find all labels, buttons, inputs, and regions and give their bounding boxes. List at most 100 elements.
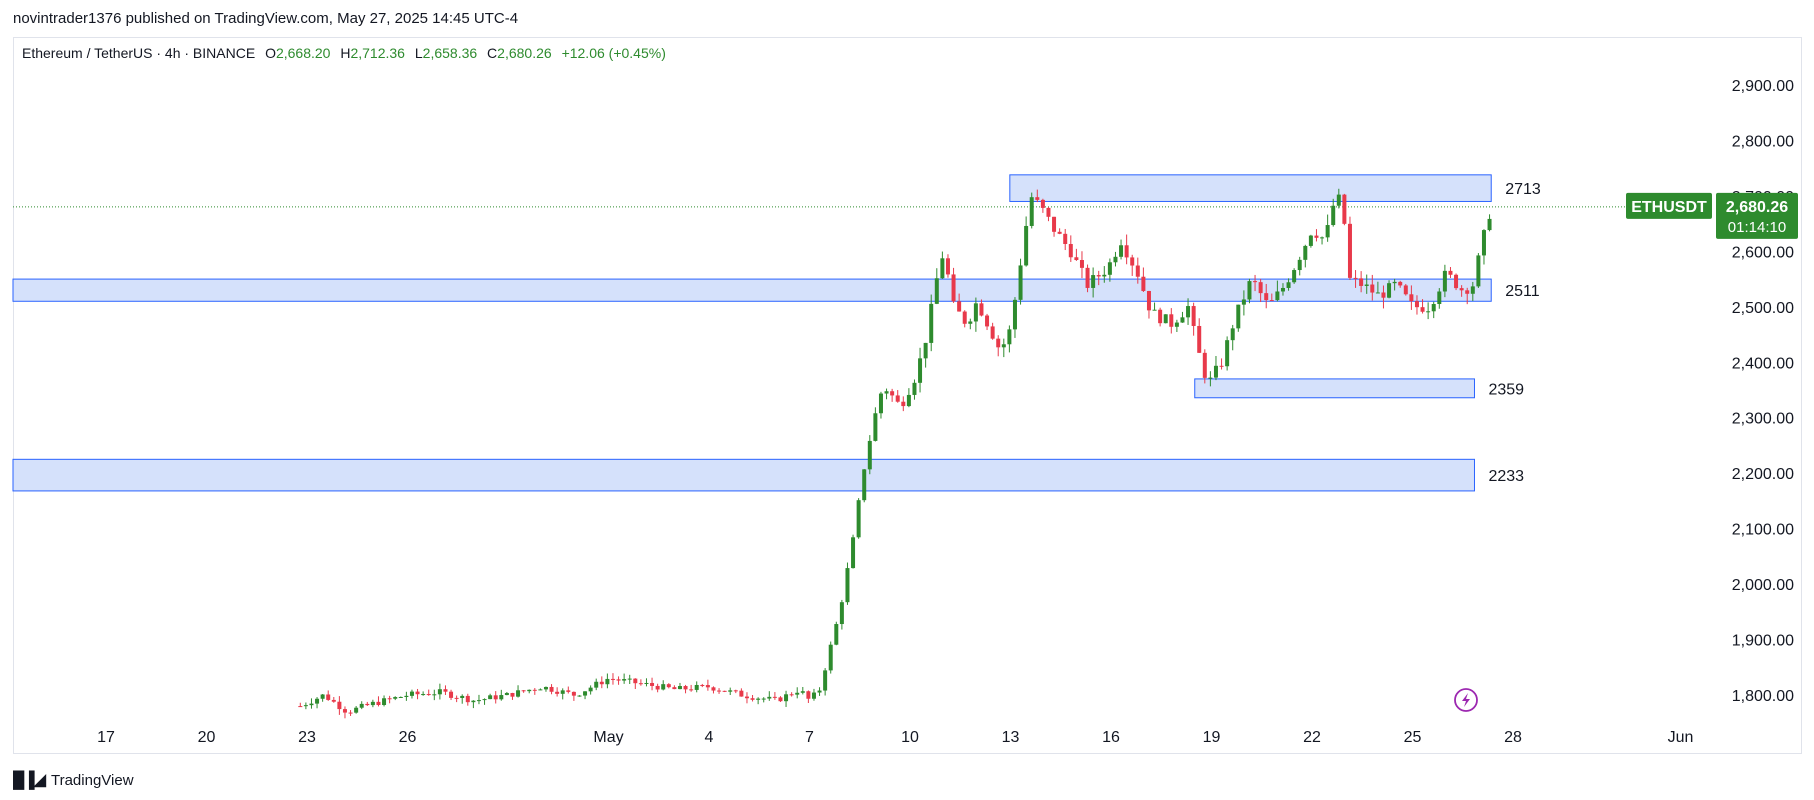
chart-frame[interactable]: [13, 37, 1802, 754]
y-tick-label: 2,800.00: [1732, 133, 1794, 150]
candle-body: [1275, 291, 1280, 301]
tradingview-brand[interactable]: █▐◢ TradingView: [13, 770, 134, 790]
candle-body: [1359, 278, 1364, 286]
candle-body: [538, 689, 543, 691]
candle-body: [1191, 306, 1196, 326]
candle-body: [918, 358, 923, 383]
y-tick-label: 1,900.00: [1732, 633, 1794, 650]
candle-body: [1286, 282, 1291, 288]
candle-body: [1381, 292, 1386, 298]
candle-body: [409, 691, 414, 696]
candle-body: [895, 395, 900, 402]
y-tick-label: 2,900.00: [1732, 78, 1794, 95]
candle-body: [823, 670, 828, 691]
candle-body: [599, 681, 604, 685]
candle-body: [873, 413, 878, 441]
candle-body: [778, 697, 783, 702]
candle-body: [689, 689, 694, 691]
candle-body: [342, 709, 347, 713]
candle-body: [772, 696, 777, 698]
candle-body: [1219, 365, 1224, 367]
zones-layer: [12, 174, 1492, 492]
candle-body: [398, 696, 403, 698]
candle-body: [1096, 275, 1101, 277]
candle-body: [700, 684, 705, 686]
candle-body: [499, 695, 504, 700]
zone-label-2359: 2359: [1488, 381, 1524, 398]
candle-body: [421, 694, 426, 696]
candle-body: [1241, 299, 1246, 305]
candle-body: [432, 694, 437, 696]
y-tick-label: 2,200.00: [1732, 466, 1794, 483]
candle-body: [795, 692, 800, 695]
candle-body: [784, 694, 789, 702]
candle-body: [934, 278, 939, 304]
candle-body: [1040, 199, 1045, 208]
candle-body: [1135, 265, 1140, 277]
candle-body: [711, 687, 716, 691]
candle-body: [1197, 325, 1202, 353]
x-tick-label: 26: [399, 729, 417, 746]
candle-body: [1152, 309, 1157, 311]
candle-body: [633, 678, 638, 684]
x-tick-label: 13: [1002, 729, 1020, 746]
candle-body: [1236, 304, 1241, 329]
y-axis: 2,900.002,800.002,700.002,600.002,500.00…: [1732, 78, 1794, 705]
candle-body: [990, 326, 995, 339]
candle-body: [1001, 344, 1006, 348]
candle-body: [728, 690, 733, 692]
candle-body: [1364, 284, 1369, 286]
candle-body: [320, 694, 325, 699]
candle-body: [1247, 281, 1252, 300]
candle-body: [1392, 281, 1397, 284]
candle-body: [1213, 365, 1218, 378]
candle-body: [661, 684, 666, 690]
candle-body: [404, 695, 409, 697]
candle-body: [1074, 257, 1079, 261]
candle-body: [1225, 340, 1230, 367]
candle-body: [1174, 322, 1179, 327]
x-tick-label: 28: [1504, 729, 1522, 746]
candle-body: [543, 686, 548, 690]
candle-body: [929, 303, 934, 343]
legend-open: 2,668.20: [275, 45, 331, 61]
candle-body: [1387, 283, 1392, 298]
candle-body: [1029, 197, 1034, 226]
candle-body: [393, 697, 398, 699]
y-tick-label: 2,400.00: [1732, 355, 1794, 372]
candle-body: [415, 691, 420, 695]
candle-body: [426, 694, 431, 696]
price-tag-value: 2,680.26: [1726, 199, 1788, 216]
candle-body: [1308, 235, 1313, 246]
candle-body: [828, 644, 833, 671]
zone-labels: 2713 2511 2359 2233: [1488, 181, 1540, 485]
candle-body: [878, 393, 883, 414]
candle-body: [1052, 216, 1057, 232]
candle-body: [985, 315, 990, 327]
candle-body: [1437, 291, 1442, 305]
candle-body: [1465, 290, 1470, 294]
tradingview-logo-icon: █▐◢: [13, 772, 46, 789]
candle-body: [1146, 290, 1151, 311]
candle-body: [705, 685, 710, 688]
candle-body: [516, 690, 521, 697]
candle-body: [1007, 329, 1012, 345]
candle-body: [1202, 352, 1207, 378]
zone-2511: [12, 278, 1492, 302]
flash-icon[interactable]: [1454, 688, 1478, 712]
candle-body: [862, 469, 867, 501]
legend-change: +12.06 (+0.45%): [561, 45, 666, 61]
legend-open-label: O: [265, 45, 276, 61]
candle-body: [1163, 314, 1168, 324]
candle-body: [1314, 235, 1319, 238]
candle-body: [482, 699, 487, 701]
x-tick-label: 16: [1102, 729, 1120, 746]
y-tick-label: 2,100.00: [1732, 522, 1794, 539]
candle-body: [1063, 233, 1068, 245]
candle-body: [756, 698, 761, 700]
candle-body: [1414, 301, 1419, 308]
symbol-legend: Ethereum / TetherUS · 4h · BINANCE O2,66…: [22, 45, 666, 61]
candle-body: [577, 695, 582, 697]
candle-body: [510, 692, 515, 697]
